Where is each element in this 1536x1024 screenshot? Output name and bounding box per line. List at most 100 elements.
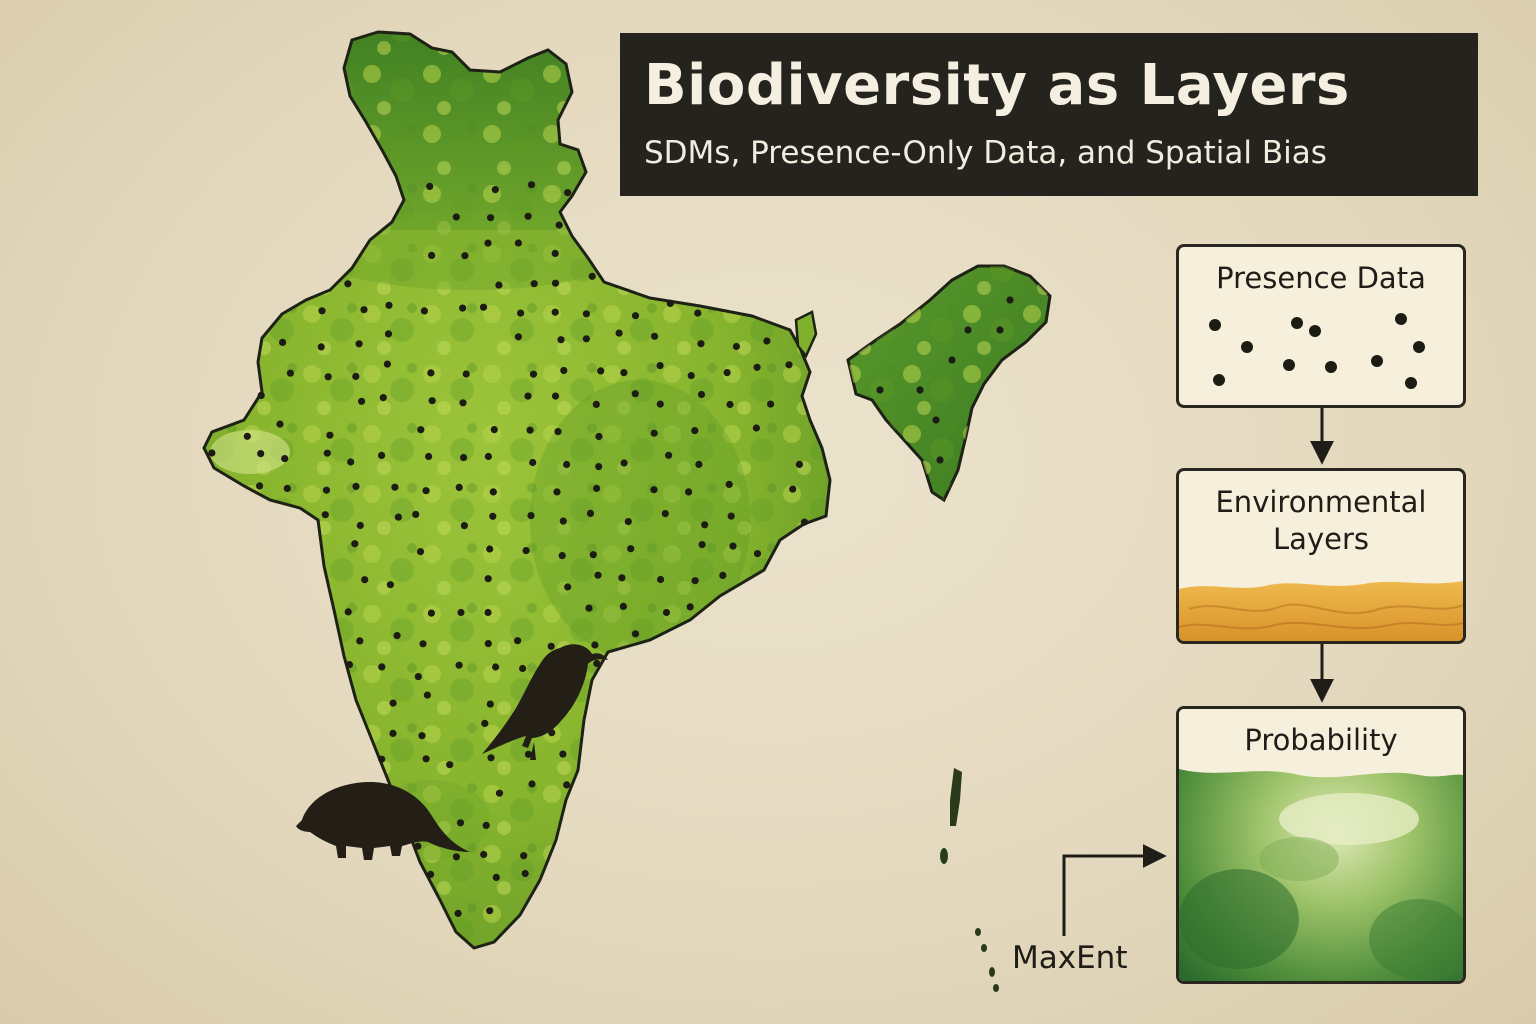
presence-point [322,486,331,494]
presence-point [615,329,623,337]
presence-point [691,577,699,585]
presence-point [650,486,658,494]
pangolin-silhouette-icon [296,782,470,860]
presence-point [317,343,325,351]
presence-point [551,392,560,400]
presence-point [519,664,527,673]
presence-point [352,372,360,380]
presence-point [526,426,534,434]
presence-point [619,602,628,611]
presence-data-label: Presence Data [1216,261,1426,295]
presence-point [257,450,265,458]
presence-point [416,548,425,556]
presence-point [517,309,525,317]
presence-point [423,691,431,699]
presence-point [559,750,567,758]
presence-point [593,659,601,668]
presence-point [582,335,591,343]
presence-point [697,340,705,348]
presence-point [324,373,332,381]
presence-point [420,307,428,315]
presence-point [800,518,809,526]
presence-point [344,280,352,288]
presence-point [521,869,529,878]
presence-point [701,521,709,529]
probability-surface [1179,709,1463,981]
presence-point [361,576,369,584]
presence-point [656,362,664,370]
presence-point [276,420,284,428]
presence-point [554,428,562,436]
presence-point [321,511,329,519]
presence-point [593,484,601,492]
presence-data-panel: Presence Data [1176,244,1466,408]
presence-point [394,513,402,521]
presence-point [948,356,956,364]
bird-silhouette-icon [482,644,608,760]
presence-point [767,400,775,408]
presence-point [427,609,435,617]
presence-point [551,308,559,316]
presence-point [495,789,504,797]
island-chain [940,768,999,992]
presence-point [753,550,762,558]
presence-point [551,279,560,287]
presence-point [582,310,591,318]
presence-point [936,456,944,464]
probability-label: Probability [1244,723,1398,757]
presence-point [964,326,972,334]
presence-point [1006,296,1014,304]
presence-point [594,571,602,579]
presence-point [732,342,741,351]
presence-point [389,729,397,738]
presence-point [279,338,287,346]
presence-point [351,540,359,548]
presence-point [427,870,435,879]
presence-point [345,661,353,669]
presence-point [347,458,355,466]
presence-point [631,312,640,320]
presence-point [286,369,294,377]
presence-point [694,309,702,317]
presence-point [589,551,597,559]
presence-point [763,337,771,345]
presence-point [393,632,401,640]
presence-point [876,386,884,394]
presence-point [428,251,436,259]
presence-point [386,581,394,589]
presence-point [719,571,727,580]
presence-point [389,699,397,707]
maxent-arrow [1062,844,1167,936]
presence-point [563,781,571,789]
environmental-layers-panel: Environmental Layers [1176,468,1466,644]
presence-point [695,460,703,468]
environmental-layer-swatch [1179,579,1463,641]
page-subtitle: SDMs, Presence-Only Data, and Spatial Bi… [644,135,1327,171]
presence-point [527,511,535,520]
presence-point [514,637,522,645]
presence-point [551,249,559,257]
presence-point [725,480,733,488]
presence-point [524,750,533,758]
presence-point [425,452,433,461]
presence-point [484,575,492,583]
presence-point [555,221,563,229]
page-title: Biodiversity as Layers [644,53,1350,118]
presence-point [491,186,499,194]
presence-point [588,272,596,280]
presence-point [356,521,364,530]
presence-point [657,575,665,584]
presence-point [481,719,489,728]
presence-point [355,340,363,348]
presence-point [412,510,420,518]
presence-point [529,458,537,467]
presence-point [489,488,497,496]
presence-point [785,361,793,369]
presence-point [492,873,500,882]
presence-point [528,780,536,788]
presence-point [620,459,628,467]
presence-point [691,427,699,435]
presence-point [651,332,659,340]
presence-point [455,661,463,669]
presence-point [383,360,391,368]
